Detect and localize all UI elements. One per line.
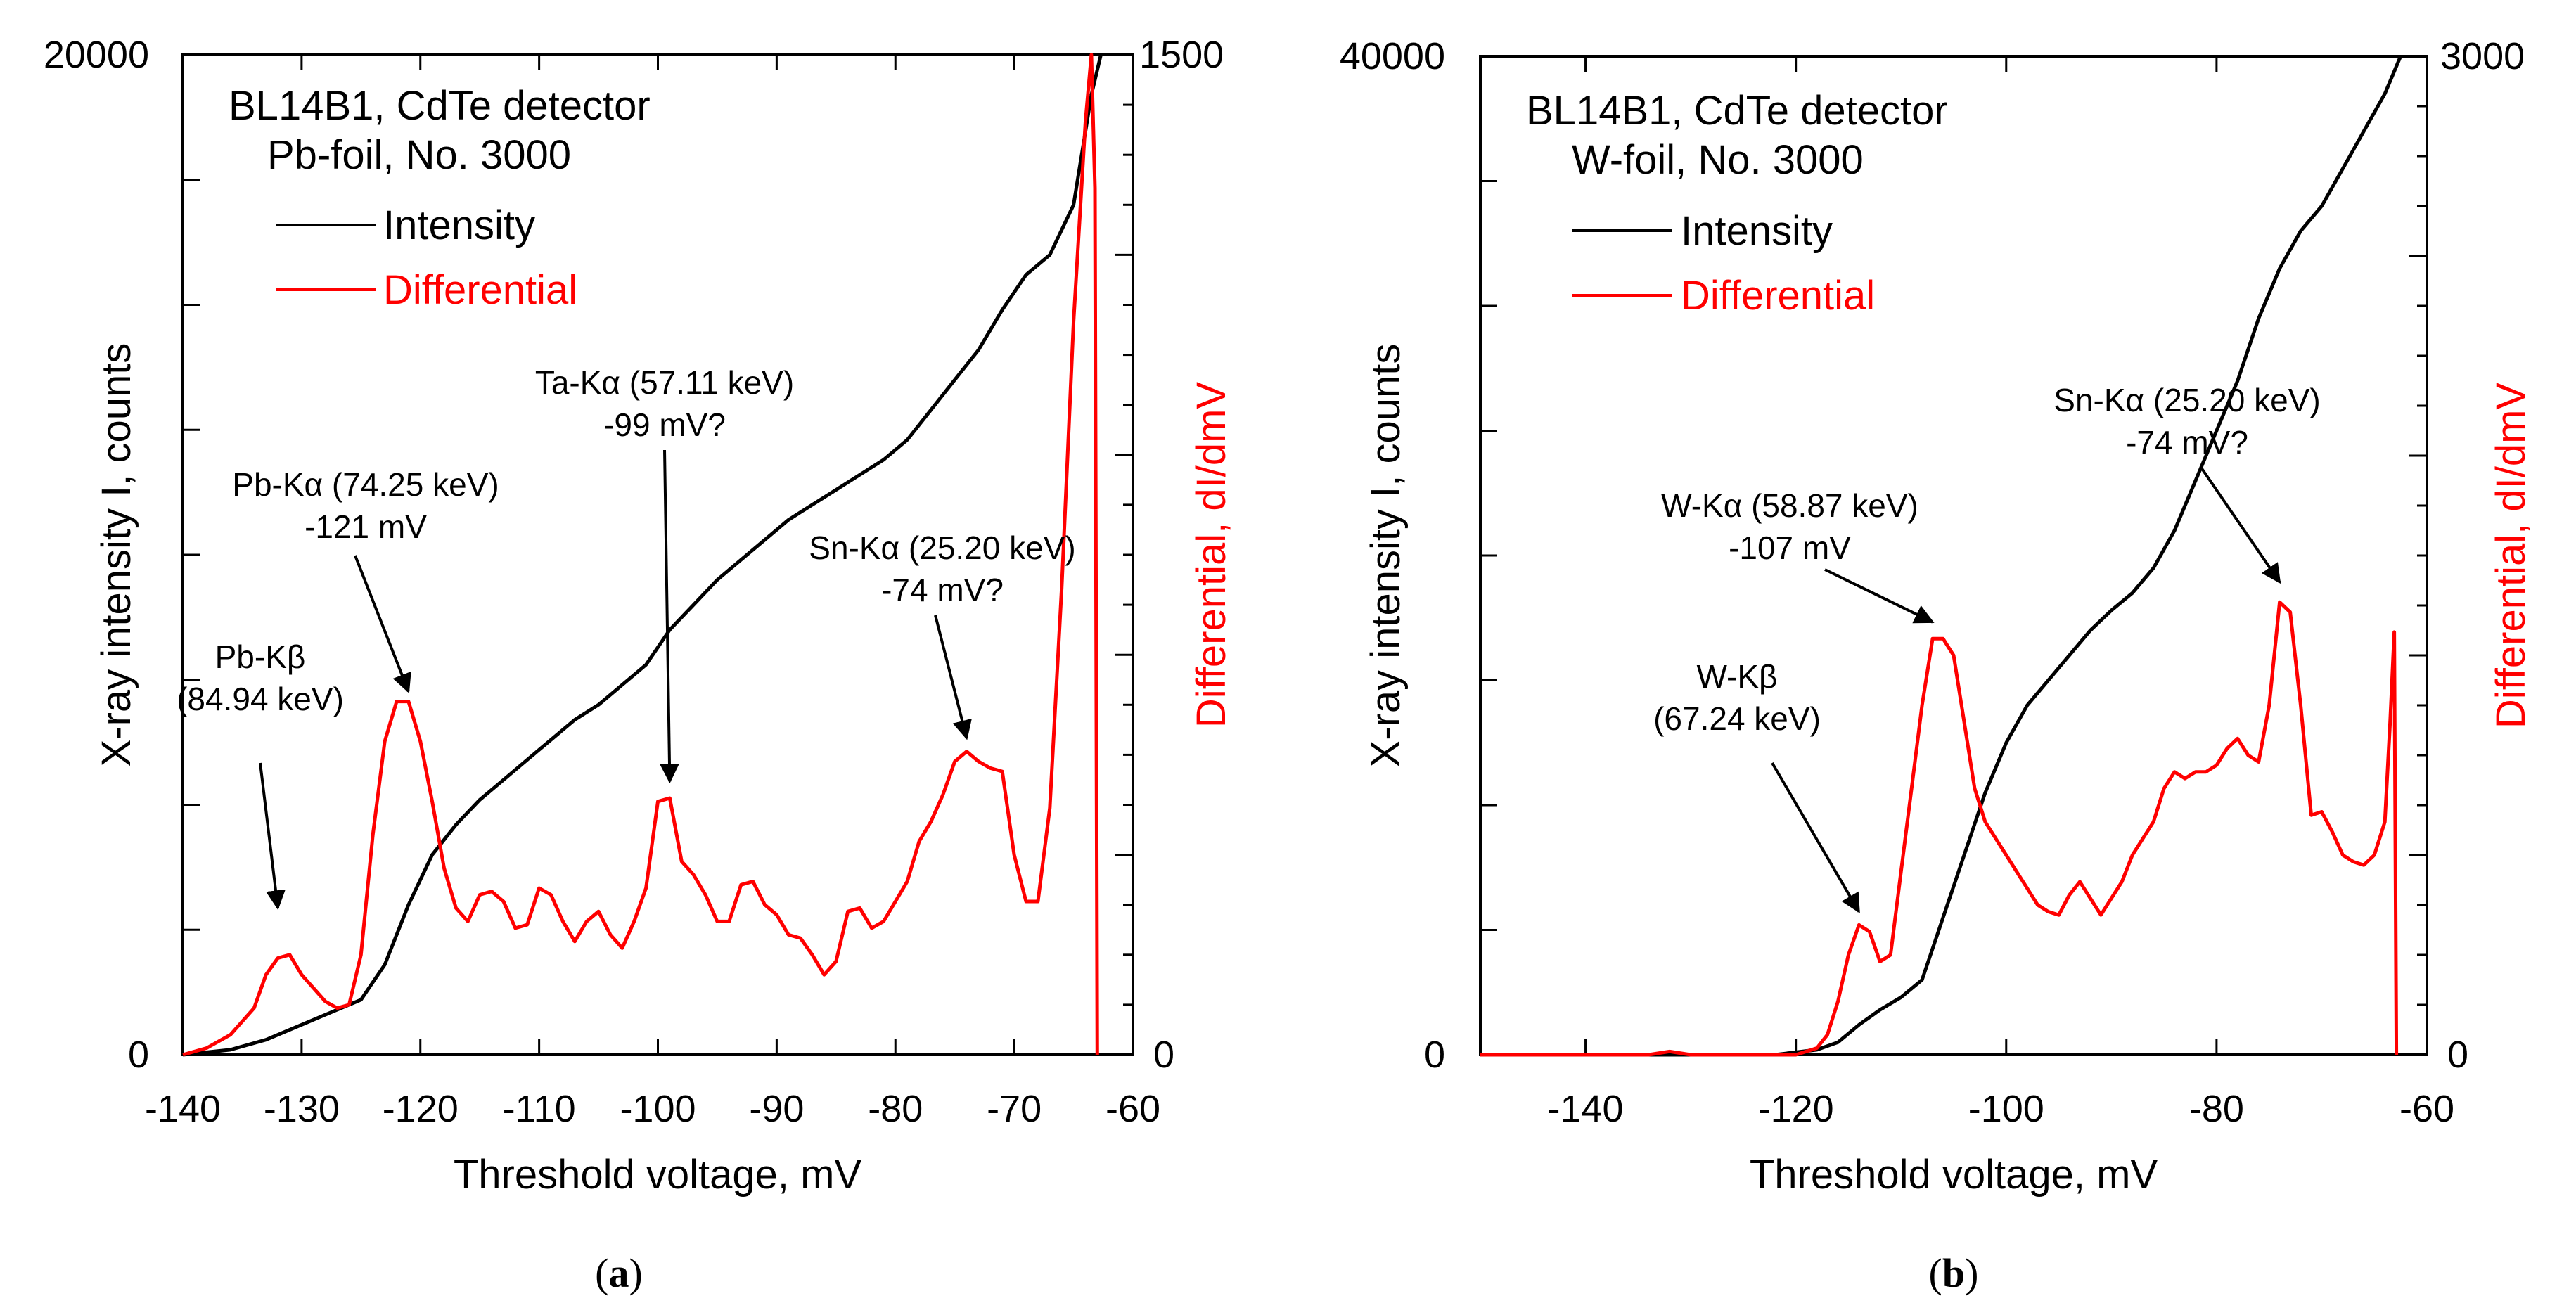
x-tick-label: -100 — [620, 1088, 696, 1130]
annotation-sn-kalpha-line-1: Sn-Kα (25.20 keV) — [809, 529, 1075, 566]
annotation-arrow — [934, 615, 972, 740]
series-line-differential — [1480, 600, 2399, 1057]
series-a — [182, 53, 1103, 1057]
annotation-ta-kalpha-line-1: Ta-Kα (57.11 keV) — [535, 364, 794, 401]
annotation-w-kbeta-line-2: (67.24 keV) — [1653, 700, 1821, 737]
y-axis-title-left: X-ray intensity I, counts — [94, 343, 139, 767]
x-tick-label: -110 — [503, 1088, 576, 1130]
y-label-right-min: 0 — [1153, 1034, 1174, 1076]
y-label-right-min: 0 — [2447, 1034, 2468, 1076]
x-tick-label: -70 — [987, 1088, 1042, 1130]
y-label-left-min: 0 — [1424, 1034, 1445, 1076]
annotation-arrow — [354, 555, 411, 693]
annotation-sn-kalpha-line-2: -74 mV? — [2126, 424, 2248, 461]
y-axis-title-right: Differential, dI/dmV — [1188, 382, 1234, 728]
annotation-pb-kalpha-line-2: -121 mV — [305, 508, 427, 545]
legend-title-line-2: Pb-foil, No. 3000 — [267, 132, 571, 178]
x-tick-label: -130 — [264, 1088, 340, 1130]
annotation-arrow — [2200, 466, 2281, 584]
y-label-left-max: 40000 — [1340, 35, 1445, 77]
series-line-intensity — [1480, 56, 2402, 1057]
annotation-arrows-b — [1771, 466, 2281, 913]
legend-label-intensity: Intensity — [383, 203, 535, 248]
x-tick-label: -140 — [145, 1088, 221, 1130]
x-tick-label: -60 — [2399, 1088, 2454, 1130]
annotation-w-kalpha-line-2: -107 mV — [1729, 529, 1851, 566]
x-axis-title: Threshold voltage, mV — [454, 1152, 862, 1197]
x-tick-label: -120 — [1758, 1088, 1834, 1130]
annotation-arrow — [1771, 762, 1861, 913]
annotation-w-kbeta-line-1: W-Kβ — [1696, 658, 1777, 695]
y-axis-title-left: X-ray intensity I, counts — [1363, 344, 1409, 768]
legend-label-intensity: Intensity — [1681, 208, 1833, 254]
x-tick-label: -100 — [1968, 1088, 2044, 1130]
x-tick-label: -80 — [2189, 1088, 2244, 1130]
series-line-intensity — [182, 54, 1103, 1057]
y-label-right-max: 1500 — [1139, 34, 1224, 76]
annotation-sn-kalpha-line-1: Sn-Kα (25.20 keV) — [2053, 382, 2320, 418]
panel-a: -140 -130 -120 -110 -100 -90 -80 -70 -60 0 20000… — [44, 34, 1234, 1296]
plot-frame — [1479, 55, 2428, 1056]
x-tick-label: -90 — [749, 1088, 804, 1130]
x-tick-label: -120 — [383, 1088, 459, 1130]
y-label-left-max: 20000 — [44, 34, 149, 76]
series-line-differential — [182, 53, 1099, 1057]
annotation-pb-kbeta-line-2: (84.94 keV) — [177, 681, 344, 717]
y-label-left-min: 0 — [128, 1034, 149, 1076]
annotation-ta-kalpha-line-2: -99 mV? — [603, 406, 726, 443]
y-axis-title-right: Differential, dI/dmV — [2488, 383, 2534, 728]
legend-title-line-1: BL14B1, CdTe detector — [229, 83, 651, 129]
annotation-arrow — [659, 449, 679, 784]
annotation-arrows-a — [259, 449, 972, 911]
panel-b: -140 -120 -100 -80 -60 0 40000 0 3000 Thresh… — [1340, 35, 2534, 1296]
x-ticks-a: -140 -130 -120 -110 -100 -90 -80 -70 -60 — [145, 53, 1160, 1130]
annotation-pb-kbeta-line-1: Pb-Kβ — [215, 638, 306, 675]
legend-title-line-2: W-foil, No. 3000 — [1572, 137, 1864, 183]
legend-label-differential: Differential — [1681, 273, 1875, 319]
x-ticks-b: -140 -120 -100 -80 -60 — [1480, 55, 2454, 1130]
x-tick-label: -80 — [868, 1088, 923, 1130]
panel-caption-b: (b) — [1929, 1250, 1979, 1296]
panel-caption-a: (a) — [595, 1250, 643, 1296]
x-tick-label: -60 — [1106, 1088, 1160, 1130]
y-label-right-max: 3000 — [2440, 35, 2525, 77]
annotation-arrow — [259, 762, 286, 911]
x-tick-label: -140 — [1548, 1088, 1624, 1130]
legend-label-differential: Differential — [383, 267, 577, 313]
annotation-sn-kalpha-line-2: -74 mV? — [881, 572, 1004, 608]
legend-title-line-1: BL14B1, CdTe detector — [1526, 88, 1948, 134]
annotation-w-kalpha-line-1: W-Kα (58.87 keV) — [1661, 487, 1918, 524]
annotation-arrow — [1824, 568, 1935, 624]
annotation-pb-kalpha-line-1: Pb-Kα (74.25 keV) — [232, 466, 499, 503]
x-axis-title: Threshold voltage, mV — [1750, 1152, 2158, 1197]
series-b — [1480, 56, 2402, 1057]
